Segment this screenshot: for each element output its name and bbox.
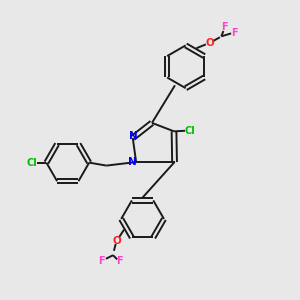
Text: F: F <box>98 256 105 266</box>
Text: O: O <box>205 38 214 48</box>
Text: Cl: Cl <box>185 126 196 136</box>
Text: F: F <box>231 28 238 38</box>
Text: F: F <box>221 22 228 32</box>
Text: Cl: Cl <box>27 158 38 168</box>
Text: N: N <box>129 131 138 141</box>
Text: F: F <box>116 256 123 266</box>
Text: N: N <box>128 157 137 167</box>
Text: O: O <box>112 236 121 246</box>
